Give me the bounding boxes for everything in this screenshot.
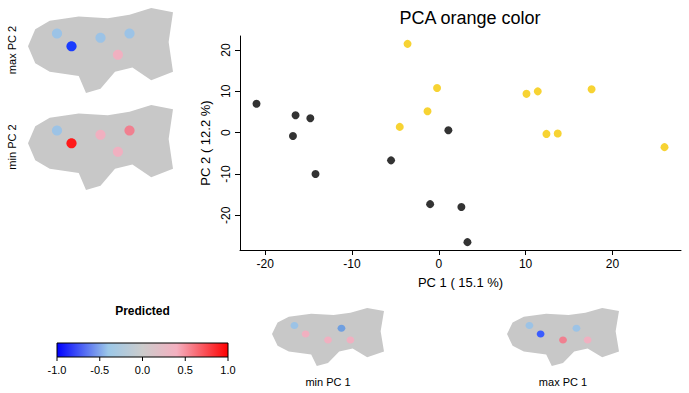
svg-text:min PC 1: min PC 1 <box>305 376 350 388</box>
svg-text:Predicted: Predicted <box>115 304 170 318</box>
svg-text:10: 10 <box>519 257 533 271</box>
svg-text:PC 2 ( 12.2 %): PC 2 ( 12.2 %) <box>198 100 213 185</box>
svg-text:0: 0 <box>219 129 233 136</box>
svg-text:-20: -20 <box>219 206 233 224</box>
svg-text:0.0: 0.0 <box>135 364 150 376</box>
svg-text:-20: -20 <box>257 257 275 271</box>
svg-text:max PC 1: max PC 1 <box>539 376 587 388</box>
svg-text:PCA orange color: PCA orange color <box>399 8 540 28</box>
svg-text:20: 20 <box>219 43 233 57</box>
svg-text:1.0: 1.0 <box>220 364 235 376</box>
svg-text:-1.0: -1.0 <box>48 364 67 376</box>
svg-text:10: 10 <box>219 84 233 98</box>
svg-text:PC 1 ( 15.1 %): PC 1 ( 15.1 %) <box>418 275 503 290</box>
svg-text:0.5: 0.5 <box>178 364 193 376</box>
svg-text:0: 0 <box>435 257 442 271</box>
svg-text:max PC 2: max PC 2 <box>6 26 18 74</box>
svg-text:-0.5: -0.5 <box>90 364 109 376</box>
svg-text:min PC 2: min PC 2 <box>6 124 18 169</box>
svg-text:-10: -10 <box>343 257 361 271</box>
svg-text:20: 20 <box>606 257 620 271</box>
svg-text:-10: -10 <box>219 165 233 183</box>
